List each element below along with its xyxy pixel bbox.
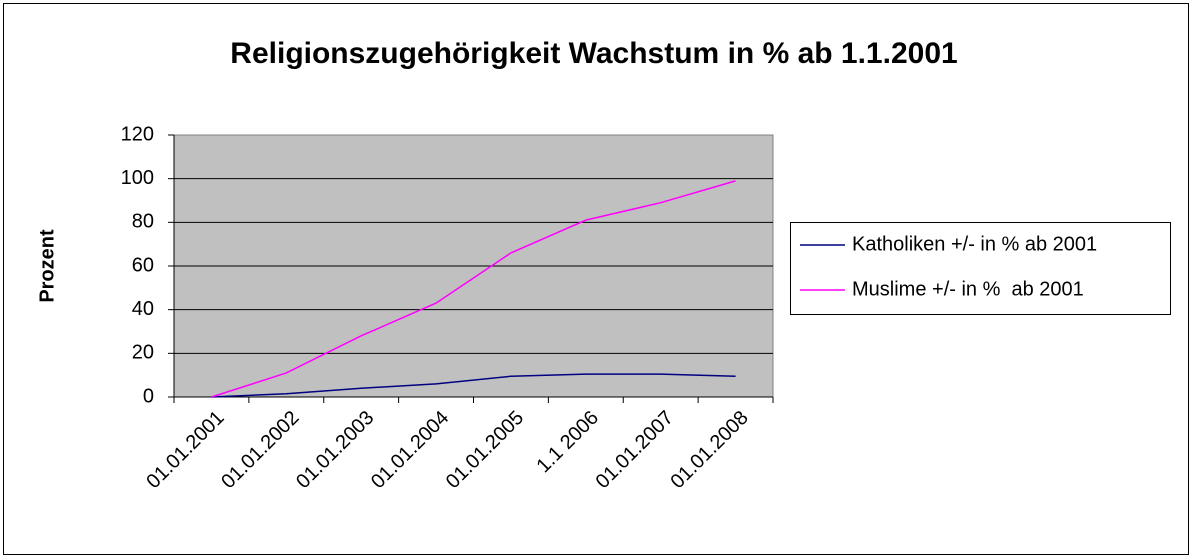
y-axis-label: Prozent <box>36 229 58 303</box>
y-tick-label: 40 <box>132 298 154 320</box>
legend <box>790 222 1171 315</box>
series-line <box>211 373 736 398</box>
y-tick-label: 100 <box>121 167 154 189</box>
legend-label: Muslime +/- in % ab 2001 <box>852 278 1084 300</box>
chart-title: Religionszugehörigkeit Wachstum in % ab … <box>230 37 957 70</box>
y-tick-label: 20 <box>132 342 154 364</box>
y-tick-label: 0 <box>143 385 154 407</box>
legend-label: Katholiken +/- in % ab 2001 <box>852 233 1097 255</box>
series-line <box>211 180 736 398</box>
y-tick-label: 80 <box>132 211 154 233</box>
y-tick-label: 120 <box>121 123 154 145</box>
y-tick-label: 60 <box>132 254 154 276</box>
